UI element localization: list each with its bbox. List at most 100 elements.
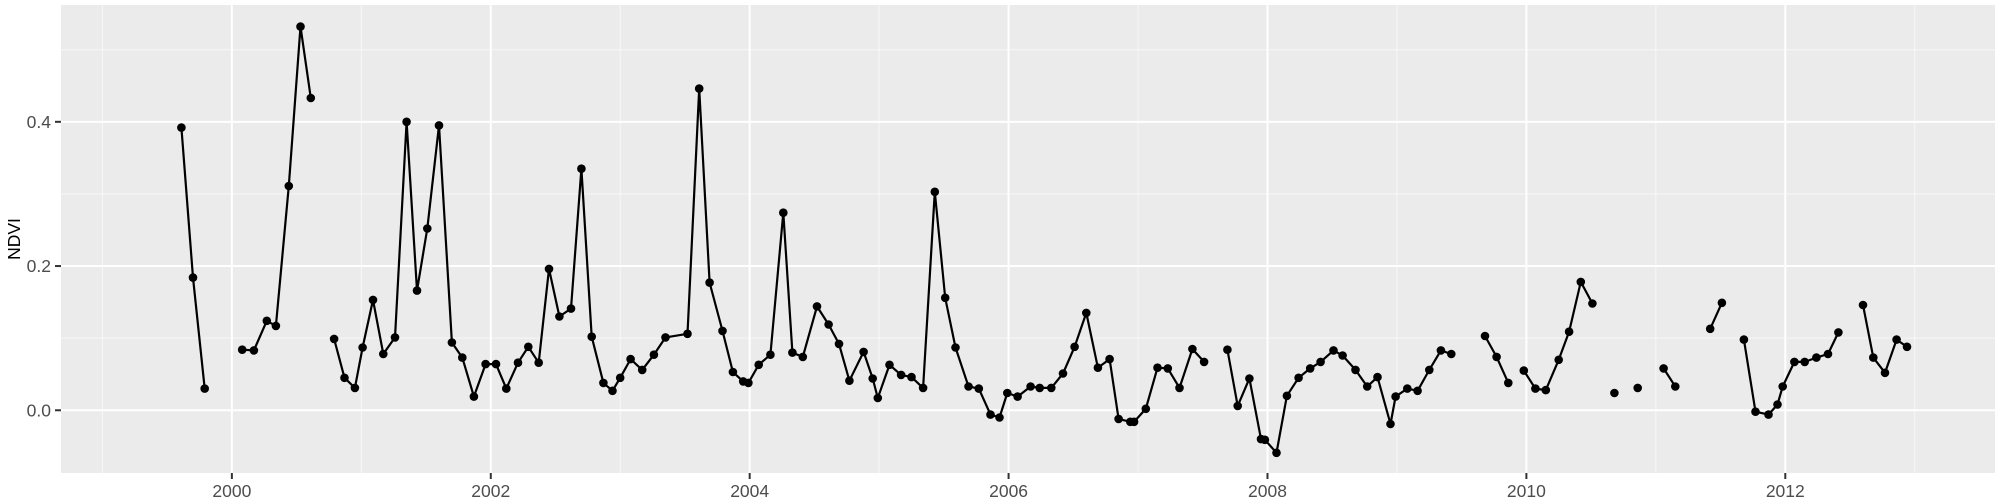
data-point xyxy=(412,286,422,295)
data-point xyxy=(868,374,877,383)
data-point xyxy=(1035,383,1044,393)
data-point xyxy=(845,376,854,386)
data-point xyxy=(524,342,533,352)
data-point xyxy=(1541,385,1551,395)
data-point xyxy=(1717,298,1727,308)
x-tick-label: 2012 xyxy=(1766,481,1805,500)
data-point xyxy=(885,360,894,370)
data-point xyxy=(1329,346,1338,355)
data-point xyxy=(1739,335,1749,344)
data-point xyxy=(358,343,367,352)
data-point xyxy=(1413,386,1422,396)
data-point xyxy=(824,320,833,329)
data-point xyxy=(1338,351,1347,360)
data-point xyxy=(1447,349,1456,359)
data-point xyxy=(200,384,209,393)
data-point xyxy=(434,121,444,130)
data-point xyxy=(1659,364,1668,373)
data-point xyxy=(1531,384,1540,393)
data-point xyxy=(379,349,388,359)
data-point xyxy=(834,339,844,349)
data-point xyxy=(1588,299,1597,308)
data-point xyxy=(1519,366,1529,375)
data-point xyxy=(1082,308,1091,318)
data-point xyxy=(728,367,738,377)
data-point xyxy=(1305,364,1315,373)
plot-panel xyxy=(61,5,1995,473)
data-point xyxy=(918,383,928,393)
data-point xyxy=(544,264,554,274)
data-point xyxy=(340,373,349,383)
data-point xyxy=(859,347,868,357)
data-point xyxy=(754,360,763,370)
data-point xyxy=(481,359,490,369)
data-point xyxy=(1386,419,1395,429)
x-tick-label: 2010 xyxy=(1507,481,1546,500)
data-point xyxy=(1480,331,1490,341)
data-point xyxy=(1773,400,1782,409)
data-point xyxy=(1633,383,1642,393)
data-point xyxy=(1114,414,1123,424)
data-point xyxy=(1223,345,1232,355)
data-point xyxy=(1003,388,1012,398)
data-point xyxy=(447,338,457,347)
y-tick-label: 0.4 xyxy=(27,112,52,132)
data-point xyxy=(744,378,753,388)
data-point xyxy=(1245,374,1254,383)
data-point xyxy=(1800,357,1809,367)
data-point xyxy=(986,410,995,419)
data-line-segment xyxy=(1709,302,1723,330)
data-point xyxy=(587,332,596,342)
data-point xyxy=(1105,354,1114,364)
data-point xyxy=(1892,335,1901,344)
data-point xyxy=(1188,344,1197,354)
data-point xyxy=(329,334,339,344)
data-point xyxy=(694,84,704,93)
data-point xyxy=(502,384,511,393)
data-point xyxy=(555,312,564,321)
data-point xyxy=(402,117,411,127)
data-point xyxy=(637,365,647,375)
data-point xyxy=(1751,407,1760,417)
data-point xyxy=(1058,369,1068,378)
x-tick-label: 2002 xyxy=(471,481,510,500)
data-point xyxy=(1141,404,1151,414)
data-point xyxy=(1093,363,1103,373)
data-point xyxy=(1778,382,1787,391)
data-point xyxy=(1858,300,1868,310)
data-point xyxy=(1026,382,1035,391)
data-point xyxy=(683,329,692,339)
data-point xyxy=(1436,346,1446,355)
data-point xyxy=(1351,365,1360,375)
y-tick-label: 0.0 xyxy=(27,400,52,420)
data-line-segment xyxy=(1742,331,1840,416)
data-point xyxy=(1705,324,1715,334)
data-point xyxy=(995,413,1004,422)
data-point xyxy=(812,302,822,311)
data-point xyxy=(1492,352,1501,362)
data-point xyxy=(368,295,378,305)
data-point xyxy=(608,386,617,396)
data-point xyxy=(534,358,543,368)
data-point xyxy=(350,383,360,393)
data-point xyxy=(237,345,247,355)
y-tick-label: 0.2 xyxy=(27,256,51,276)
data-point xyxy=(661,333,670,342)
data-point xyxy=(626,354,635,364)
data-point xyxy=(491,359,501,369)
x-tick-label: 2000 xyxy=(212,481,251,500)
data-point xyxy=(873,393,883,403)
data-point xyxy=(896,370,906,380)
x-tick-label: 2008 xyxy=(1248,481,1287,500)
data-point xyxy=(974,384,984,393)
data-point xyxy=(1425,365,1434,375)
data-point xyxy=(1576,277,1586,287)
data-point xyxy=(249,346,259,355)
data-point xyxy=(1373,372,1382,382)
data-point xyxy=(306,93,316,103)
data-point xyxy=(705,278,714,287)
data-point xyxy=(1391,392,1400,401)
data-point xyxy=(1070,342,1079,352)
